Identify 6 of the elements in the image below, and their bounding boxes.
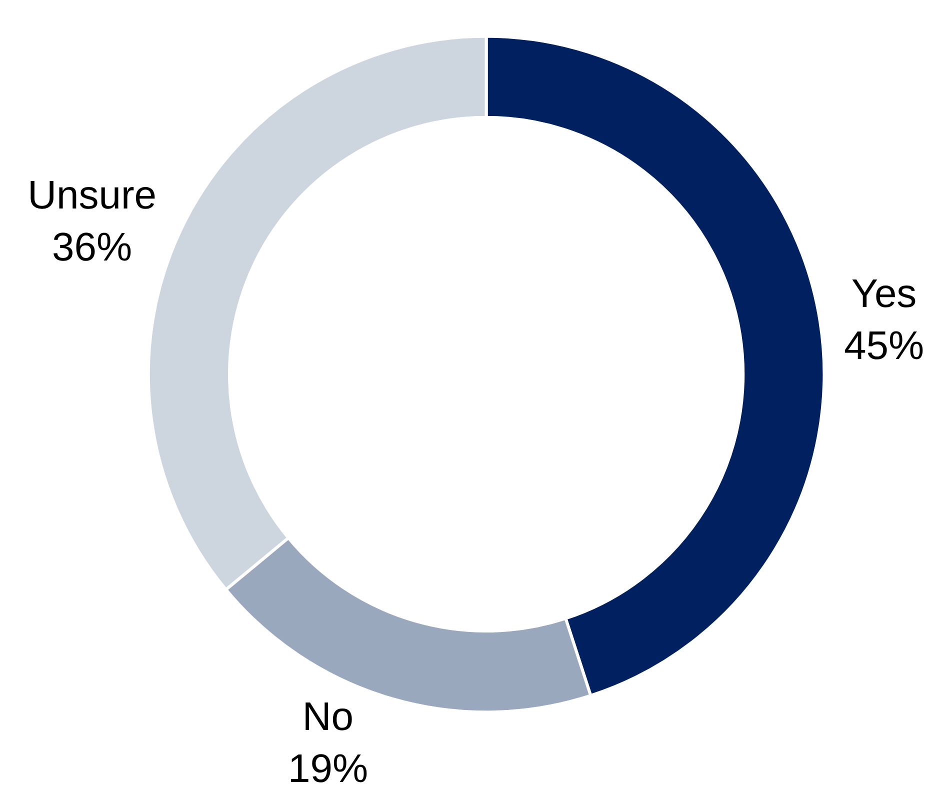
data-label: 19% (288, 746, 368, 791)
data-label: 45% (844, 324, 924, 368)
slice-label: Yes (851, 272, 917, 316)
data-label: 36% (52, 226, 132, 270)
slice-label: Unsure (28, 174, 157, 218)
slice-label: No (302, 694, 354, 739)
